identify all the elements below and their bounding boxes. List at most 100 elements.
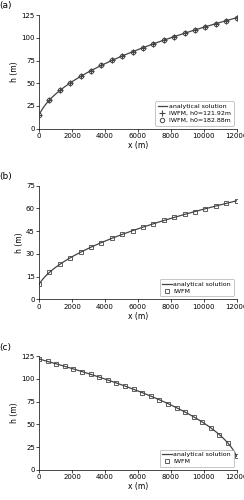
analytical solution <box>200 207 203 213</box>
IWFM, h0=121.92m <box>235 14 238 20</box>
IWFM, h0=121.92m <box>131 48 134 54</box>
IWFM <box>58 262 61 268</box>
IWFM <box>131 228 134 234</box>
IWFM <box>38 281 41 287</box>
IWFM <box>173 214 176 220</box>
IWFM <box>175 404 178 410</box>
IWFM, h0=182.88m <box>48 97 51 103</box>
IWFM <box>98 374 101 380</box>
IWFM, h0=182.88m <box>121 53 124 59</box>
IWFM <box>55 361 58 367</box>
IWFM, h0=121.92m <box>214 20 217 26</box>
Line: IWFM, h0=182.88m: IWFM, h0=182.88m <box>37 16 239 118</box>
IWFM <box>90 244 92 250</box>
IWFM, h0=182.88m <box>142 44 144 51</box>
Line: analytical solution: analytical solution <box>39 201 237 284</box>
analytical solution <box>132 386 134 392</box>
IWFM, h0=182.88m <box>214 20 217 26</box>
IWFM <box>72 366 75 372</box>
IWFM <box>81 368 83 374</box>
IWFM <box>46 358 49 364</box>
analytical solution <box>235 14 238 20</box>
IWFM, h0=182.88m <box>163 37 165 43</box>
IWFM, h0=121.92m <box>152 41 155 47</box>
IWFM <box>121 232 124 237</box>
IWFM <box>193 208 196 214</box>
IWFM, h0=182.88m <box>69 80 72 86</box>
IWFM, h0=182.88m <box>225 18 228 24</box>
IWFM <box>227 440 230 446</box>
IWFM, h0=182.88m <box>79 74 82 80</box>
IWFM <box>218 432 221 438</box>
analytical solution <box>133 48 136 54</box>
analytical solution <box>235 198 238 204</box>
Y-axis label: h (m): h (m) <box>10 62 19 82</box>
IWFM <box>163 218 165 224</box>
Legend: analytical solution, IWFM: analytical solution, IWFM <box>160 450 234 467</box>
analytical solution <box>132 228 134 234</box>
analytical solution <box>231 16 234 22</box>
IWFM <box>158 396 161 402</box>
analytical solution <box>144 223 147 229</box>
IWFM, h0=121.92m <box>142 44 144 51</box>
IWFM, h0=121.92m <box>110 58 113 64</box>
IWFM <box>115 380 118 386</box>
IWFM <box>225 200 228 206</box>
analytical solution <box>38 112 41 118</box>
IWFM <box>142 224 144 230</box>
IWFM <box>106 377 109 383</box>
X-axis label: x (m): x (m) <box>128 482 148 491</box>
Y-axis label: h (m): h (m) <box>10 403 19 423</box>
analytical solution <box>133 386 136 392</box>
IWFM, h0=121.92m <box>100 62 103 68</box>
IWFM <box>89 372 92 378</box>
IWFM <box>100 240 103 246</box>
IWFM <box>132 386 135 392</box>
IWFM <box>38 356 41 362</box>
IWFM, h0=121.92m <box>163 37 165 43</box>
IWFM <box>123 383 126 389</box>
analytical solution <box>144 44 147 50</box>
IWFM <box>149 393 152 399</box>
Line: analytical solution: analytical solution <box>39 359 237 456</box>
IWFM, h0=182.88m <box>204 24 207 30</box>
analytical solution <box>231 445 234 451</box>
IWFM, h0=121.92m <box>183 30 186 36</box>
Line: analytical solution: analytical solution <box>39 18 237 115</box>
IWFM <box>201 419 204 425</box>
analytical solution <box>38 356 41 362</box>
analytical solution <box>38 281 41 287</box>
IWFM <box>214 203 217 209</box>
Y-axis label: h (m): h (m) <box>15 232 24 253</box>
IWFM, h0=182.88m <box>173 34 176 40</box>
IWFM <box>79 249 82 255</box>
Line: IWFM: IWFM <box>37 198 239 286</box>
analytical solution <box>235 454 238 460</box>
Legend: analytical solution, IWFM: analytical solution, IWFM <box>160 279 234 296</box>
IWFM <box>204 206 207 212</box>
IWFM, h0=121.92m <box>225 18 228 24</box>
Line: IWFM, h0=121.92m: IWFM, h0=121.92m <box>36 14 240 118</box>
IWFM, h0=182.88m <box>90 68 92 73</box>
IWFM, h0=121.92m <box>173 34 176 40</box>
analytical solution <box>200 418 203 424</box>
Text: (a): (a) <box>0 2 12 11</box>
IWFM, h0=121.92m <box>69 80 72 86</box>
IWFM, h0=121.92m <box>48 97 51 103</box>
analytical solution <box>231 199 234 205</box>
IWFM <box>183 212 186 218</box>
IWFM, h0=121.92m <box>38 112 41 118</box>
analytical solution <box>132 48 134 54</box>
analytical solution <box>133 227 136 233</box>
Text: (b): (b) <box>0 172 12 181</box>
IWFM <box>141 390 144 396</box>
IWFM, h0=182.88m <box>183 30 186 36</box>
analytical solution <box>155 220 158 226</box>
IWFM <box>192 414 195 420</box>
IWFM <box>235 454 238 460</box>
X-axis label: x (m): x (m) <box>128 141 148 150</box>
IWFM <box>63 364 66 370</box>
IWFM <box>110 236 113 242</box>
IWFM, h0=121.92m <box>121 53 124 59</box>
IWFM <box>48 270 51 276</box>
